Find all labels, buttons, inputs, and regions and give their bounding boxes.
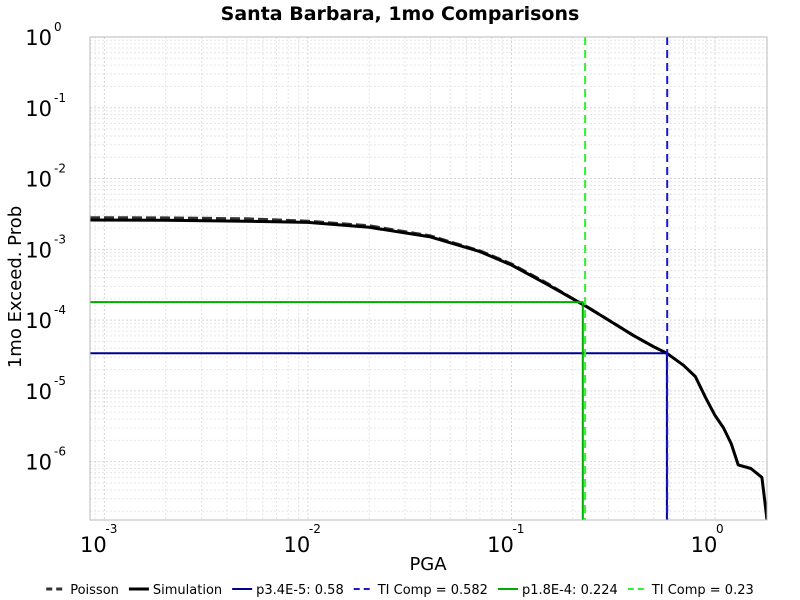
y-tick-label: 10 [25, 238, 52, 262]
grid [90, 36, 767, 520]
legend-item-label: TI Comp = 0.582 [377, 583, 488, 598]
x-tick-label: 10 [284, 533, 311, 557]
x-tick-exponent: 0 [716, 522, 724, 536]
x-tick-label: 10 [691, 533, 718, 557]
y-tick-exponent: -6 [54, 445, 66, 459]
y-tick-label: 10 [25, 97, 52, 121]
x-tick-label: 10 [487, 533, 514, 557]
legend-item-label: Poisson [70, 583, 119, 598]
legend-item-label: p3.4E-5: 0.58 [256, 583, 344, 598]
y-tick-exponent: -5 [54, 374, 66, 388]
x-tick-exponent: -3 [105, 522, 117, 536]
y-tick-label: 10 [25, 168, 52, 192]
y-tick-exponent: -2 [54, 162, 66, 176]
plot-frame [89, 36, 768, 521]
series-group [90, 37, 767, 520]
y-tick-label: 10 [25, 309, 52, 333]
y-tick-label: 10 [25, 26, 52, 50]
legend-item-label: TI Comp = 0.23 [651, 583, 754, 598]
legend: Poisson Simulation p3.4E-5: 0.58 TI Comp = … [46, 583, 754, 598]
chart-title: Santa Barbara, 1mo Comparisons [221, 3, 580, 25]
series-line-1 [90, 218, 767, 520]
series-line-4 [90, 301, 584, 520]
x-tick-exponent: -1 [512, 522, 524, 536]
y-tick-exponent: -1 [54, 91, 66, 105]
y-tick-label: 10 [25, 380, 52, 404]
y-axis-label: 1mo Exceed. Prob [5, 206, 26, 368]
x-tick-exponent: -2 [309, 522, 321, 536]
x-tick-label: 10 [80, 533, 107, 557]
legend-item-label: p1.8E-4: 0.224 [522, 583, 618, 598]
y-tick-exponent: -4 [54, 303, 66, 317]
y-tick-exponent: -3 [54, 232, 66, 246]
x-axis-label: PGA [409, 554, 447, 575]
plot-area [90, 37, 767, 520]
y-tick-exponent: 0 [54, 20, 62, 34]
legend-item-label: Simulation [153, 583, 222, 598]
y-tick-label: 10 [25, 451, 52, 475]
